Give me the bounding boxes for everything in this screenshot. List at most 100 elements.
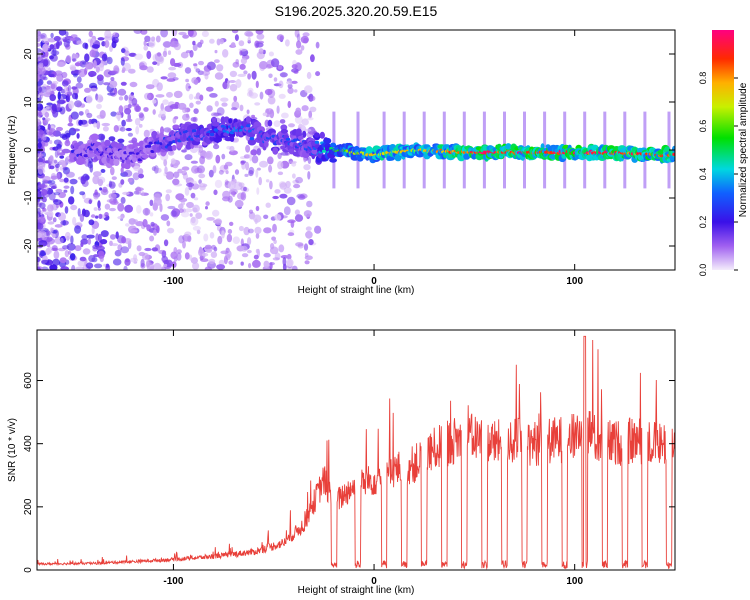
noise-speckle — [303, 243, 309, 251]
noise-speckle — [97, 207, 101, 211]
noise-speckle — [44, 111, 50, 118]
noise-speckle — [108, 181, 116, 189]
noise-speckle — [41, 259, 50, 265]
noise-speckle — [296, 40, 302, 49]
noise-speckle — [191, 165, 200, 174]
noise-speckle — [288, 123, 295, 128]
noise-speckle — [190, 216, 196, 224]
noise-speckle — [70, 66, 77, 71]
ridge-halo — [114, 143, 122, 149]
noise-speckle — [219, 38, 224, 45]
noise-speckle — [315, 41, 320, 49]
noise-speckle — [294, 214, 304, 222]
noise-speckle — [110, 111, 117, 117]
noise-speckle — [59, 257, 67, 264]
noise-speckle — [133, 30, 143, 34]
noise-speckle — [229, 145, 235, 152]
noise-speckle — [172, 62, 182, 67]
noise-speckle — [165, 171, 175, 180]
noise-speckle — [287, 83, 293, 89]
noise-speckle — [181, 149, 187, 153]
noise-speckle — [50, 32, 54, 39]
noise-speckle — [303, 164, 311, 171]
noise-speckle — [170, 158, 176, 165]
noise-speckle — [267, 96, 276, 105]
noise-speckle — [39, 250, 46, 257]
noise-speckle — [237, 73, 246, 77]
noise-speckle — [88, 199, 93, 205]
noise-speckle — [80, 119, 88, 125]
noise-speckle — [200, 182, 204, 187]
noise-speckle — [63, 40, 70, 48]
noise-speckle — [265, 179, 270, 183]
y-tick-label: 200 — [23, 498, 34, 515]
colorbar: 0.0 0.2 0.4 0.6 0.8 Normalized spectral ampl… — [698, 30, 749, 276]
noise-speckle — [233, 137, 239, 143]
noise-speckle — [230, 42, 236, 48]
noise-speckle — [64, 139, 71, 147]
noise-speckle — [216, 38, 221, 46]
noise-speckle — [247, 228, 254, 234]
noise-speckle — [42, 83, 47, 90]
noise-speckle — [192, 225, 201, 231]
noise-speckle — [238, 225, 244, 232]
ridge-halo — [229, 136, 235, 142]
noise-speckle — [143, 45, 148, 51]
noise-speckle — [238, 182, 245, 187]
noise-speckle — [166, 220, 171, 227]
noise-speckle — [214, 100, 219, 107]
noise-speckle — [231, 30, 239, 34]
noise-speckle — [227, 80, 231, 84]
ridge-halo — [176, 140, 184, 149]
noise-speckle — [266, 108, 274, 115]
noise-speckle — [249, 152, 253, 162]
noise-speckle — [80, 176, 86, 185]
noise-speckle — [101, 122, 111, 127]
noise-speckle — [86, 262, 94, 269]
noise-speckle — [106, 56, 113, 65]
noise-speckle — [97, 37, 105, 41]
noise-speckle — [181, 211, 190, 218]
noise-speckle — [243, 154, 251, 159]
ridge-core — [246, 124, 251, 128]
noise-speckle — [256, 148, 262, 156]
noise-speckle — [104, 203, 111, 210]
noise-speckle — [303, 37, 309, 44]
noise-speckle — [38, 110, 42, 117]
noise-speckle — [120, 167, 124, 174]
noise-speckle — [88, 219, 95, 226]
noise-speckle — [180, 51, 189, 59]
noise-speckle — [80, 242, 84, 248]
noise-speckle — [142, 207, 151, 216]
noise-speckle — [52, 233, 56, 238]
noise-speckle — [274, 214, 282, 221]
noise-speckle — [240, 160, 247, 164]
noise-speckle — [75, 82, 84, 89]
noise-speckle — [273, 77, 278, 82]
noise-speckle — [232, 236, 240, 244]
figure-title: S196.2025.320.20.59.E15 — [275, 3, 438, 19]
noise-speckle — [42, 207, 47, 213]
noise-speckle — [146, 224, 152, 232]
noise-speckle — [74, 62, 81, 67]
noise-speckle — [282, 257, 287, 267]
noise-speckle — [214, 179, 223, 189]
noise-speckle — [229, 80, 236, 83]
noise-speckle — [37, 132, 41, 140]
noise-speckle — [204, 266, 212, 270]
noise-speckle — [91, 226, 95, 235]
noise-speckle — [268, 164, 273, 173]
noise-speckle — [187, 30, 194, 37]
noise-speckle — [124, 204, 133, 213]
noise-speckle — [57, 91, 61, 101]
noise-speckle — [162, 260, 170, 264]
noise-speckle — [251, 155, 259, 164]
noise-speckle — [279, 119, 286, 124]
noise-speckle — [64, 250, 70, 258]
ridge-halo — [267, 119, 273, 127]
noise-speckle — [160, 76, 168, 80]
ridge-core — [83, 154, 89, 158]
noise-speckle — [216, 264, 226, 270]
noise-speckle — [61, 80, 69, 87]
y-tick-label: 400 — [23, 435, 34, 452]
